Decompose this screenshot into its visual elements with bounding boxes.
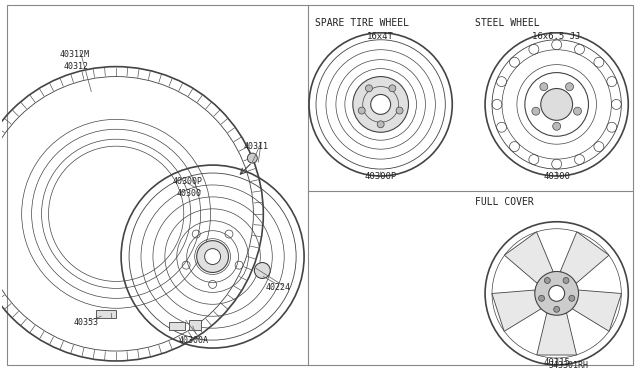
Circle shape — [573, 107, 582, 115]
Circle shape — [569, 295, 575, 301]
Circle shape — [554, 306, 559, 312]
Polygon shape — [492, 290, 541, 331]
Text: 40312: 40312 — [63, 62, 88, 71]
Text: 40224: 40224 — [266, 283, 291, 292]
Polygon shape — [537, 313, 577, 355]
Text: J43301RH: J43301RH — [548, 361, 589, 370]
Circle shape — [196, 241, 228, 272]
Circle shape — [396, 107, 403, 114]
Circle shape — [535, 272, 579, 315]
Circle shape — [365, 85, 372, 92]
Text: 40300A: 40300A — [179, 336, 209, 345]
Text: 40312M: 40312M — [60, 50, 90, 59]
Circle shape — [248, 153, 257, 163]
Circle shape — [371, 94, 390, 114]
Circle shape — [254, 263, 270, 278]
Circle shape — [377, 121, 384, 128]
Circle shape — [548, 285, 564, 301]
Circle shape — [532, 107, 540, 115]
Polygon shape — [561, 232, 609, 283]
Circle shape — [541, 89, 573, 120]
Text: STEEL WHEEL: STEEL WHEEL — [475, 18, 540, 28]
Text: 40300: 40300 — [543, 172, 570, 181]
Bar — [169, 322, 185, 330]
Circle shape — [358, 107, 365, 114]
Circle shape — [540, 83, 548, 91]
Circle shape — [563, 278, 569, 283]
Text: 16x4T: 16x4T — [367, 32, 394, 41]
Bar — [189, 320, 201, 330]
Circle shape — [539, 295, 545, 301]
Text: 40300P: 40300P — [365, 172, 397, 181]
Text: 40311: 40311 — [243, 142, 268, 151]
Circle shape — [566, 83, 573, 91]
Text: 16x6.5 JJ: 16x6.5 JJ — [532, 32, 581, 41]
Circle shape — [205, 248, 221, 264]
Text: 40353: 40353 — [74, 318, 99, 327]
Polygon shape — [573, 290, 621, 331]
Text: FULL COVER: FULL COVER — [475, 197, 534, 207]
Circle shape — [553, 122, 561, 130]
Text: 40300P: 40300P — [173, 177, 203, 186]
Text: SPARE TIRE WHEEL: SPARE TIRE WHEEL — [315, 18, 409, 28]
Polygon shape — [504, 232, 553, 283]
Bar — [96, 310, 116, 318]
Circle shape — [353, 77, 408, 132]
Text: 40315: 40315 — [543, 358, 570, 367]
Circle shape — [545, 278, 550, 283]
Text: 40300: 40300 — [177, 189, 202, 198]
Circle shape — [389, 85, 396, 92]
